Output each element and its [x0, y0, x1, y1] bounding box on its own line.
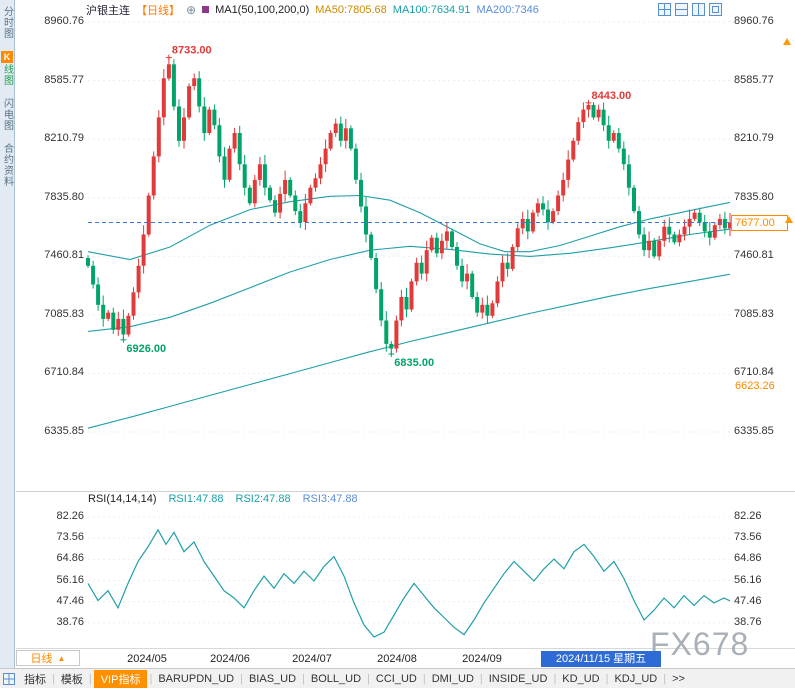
- tab-contract-info[interactable]: 合约资料: [0, 143, 15, 187]
- rsi-settings[interactable]: RSI(14,14,14): [88, 493, 157, 505]
- time-axis-label: 2024/06: [210, 653, 250, 665]
- toolbar-item-bias[interactable]: BIAS_UD: [248, 672, 297, 685]
- indicator-toolbar: 指标 | 模板 | VIP指标 | BARUPDN_UD | BIAS_UD | BOLL_UD | C…: [0, 668, 795, 688]
- svg-text:6835.00: 6835.00: [394, 357, 434, 369]
- toolbar-separator: |: [479, 672, 483, 685]
- watermark: FX678: [650, 626, 750, 662]
- rsi-chart[interactable]: [16, 506, 795, 648]
- panel-divider[interactable]: [16, 491, 795, 492]
- ma200-value: MA200:7346: [476, 3, 539, 16]
- toolbar-item-more[interactable]: >>: [672, 672, 685, 685]
- toolbar-item-kdj[interactable]: KDJ_UD: [614, 672, 658, 685]
- time-axis-label: 2024/07: [292, 653, 332, 665]
- current-price-tag: 7677.00: [731, 214, 788, 231]
- ma50-value: MA50:7805.68: [315, 3, 387, 16]
- rsi3-value: RSI3:47.88: [302, 493, 358, 505]
- ma100-value: MA100:7634.91: [392, 3, 471, 16]
- layout-grid-icon[interactable]: [3, 672, 15, 685]
- toolbar-item-boll[interactable]: BOLL_UD: [310, 672, 362, 685]
- chevron-up-icon: ▲: [57, 653, 66, 663]
- toolbar-separator: |: [605, 672, 609, 685]
- split-vertical-icon[interactable]: [692, 3, 705, 16]
- svg-text:6926.00: 6926.00: [126, 343, 166, 355]
- toolbar-separator: |: [88, 672, 92, 685]
- rsi2-value: RSI2:47.88: [235, 493, 291, 505]
- rsi-gridlines: [88, 516, 730, 624]
- toolbar-separator: |: [302, 672, 305, 685]
- layout-controls: [658, 3, 722, 16]
- toolbar-item-indicators[interactable]: 指标: [24, 673, 46, 686]
- toolbar-separator: |: [663, 672, 667, 685]
- toolbar-item-templates[interactable]: 模板: [60, 673, 83, 686]
- ma-icon: [202, 6, 210, 13]
- tab-minute-chart-label: 分时图: [1, 6, 13, 39]
- period-selector[interactable]: 日线 ▲: [16, 650, 80, 666]
- toolbar-item-kd[interactable]: KD_UD: [562, 672, 600, 685]
- period-tag[interactable]: 【日线】: [136, 4, 180, 17]
- split-horizontal-icon[interactable]: [675, 3, 688, 16]
- toolbar-item-vip-indicators[interactable]: VIP指标: [93, 669, 148, 688]
- tab-flash-chart[interactable]: 闪电图: [0, 98, 15, 131]
- grid-2x2-icon[interactable]: [658, 3, 671, 16]
- ma-lines: [87, 194, 731, 429]
- toolbar-separator: |: [52, 672, 55, 685]
- ma-settings[interactable]: MA1(50,100,200,0): [215, 3, 310, 16]
- time-axis[interactable]: 2024/05 2024/06 2024/07 2024/08 2024/09 2024/…: [16, 648, 795, 668]
- rsi1-value: RSI1:47.88: [168, 493, 224, 505]
- rsi-line: [87, 528, 731, 638]
- tab-kline-chart[interactable]: K 线图: [0, 51, 15, 86]
- tab-kline-chart-label: 线图: [1, 64, 13, 86]
- toolbar-separator: |: [422, 672, 426, 685]
- toolbar-item-cci[interactable]: CCI_UD: [375, 672, 417, 685]
- time-axis-label: 2024/05: [127, 653, 167, 665]
- main-gridlines: [88, 21, 730, 433]
- add-indicator-icon[interactable]: ⊕: [186, 2, 197, 17]
- price-pointer-arrow[interactable]: [785, 216, 793, 223]
- candles: [86, 57, 732, 354]
- left-tab-bar: 分时图 K 线图 闪电图 合约资料: [0, 0, 15, 668]
- chart-header: 沪银主连 【日线】 ⊕ MA1(50,100,200,0) MA50:7805.…: [86, 2, 539, 17]
- settlement-price-label: 6623.26: [735, 380, 775, 393]
- k-badge: K: [1, 51, 13, 63]
- toolbar-separator: |: [367, 672, 370, 685]
- toolbar-separator: |: [553, 672, 557, 685]
- current-date-highlight: 2024/11/15 星期五: [541, 651, 661, 667]
- single-pane-icon[interactable]: [709, 3, 722, 16]
- svg-text:8733.00: 8733.00: [172, 45, 212, 57]
- tab-contract-info-label: 合约资料: [1, 143, 13, 187]
- time-axis-label: 2024/08: [377, 653, 417, 665]
- jump-latest-arrow[interactable]: [783, 38, 791, 45]
- toolbar-separator: |: [149, 672, 153, 685]
- tab-minute-chart[interactable]: 分时图: [0, 6, 15, 39]
- toolbar-item-barupdn[interactable]: BARUPDN_UD: [158, 672, 235, 685]
- svg-text:8443.00: 8443.00: [592, 90, 632, 102]
- toolbar-separator: |: [240, 672, 243, 685]
- price-annotations: 8733.00 8443.00 6926.00 6835.00: [120, 45, 631, 369]
- toolbar-items: 指标 | 模板 | VIP指标 | BARUPDN_UD | BIAS_UD | BOLL_UD | C…: [18, 669, 691, 688]
- tab-flash-chart-label: 闪电图: [1, 98, 13, 131]
- toolbar-item-dmi[interactable]: DMI_UD: [431, 672, 474, 685]
- toolbar-item-inside[interactable]: INSIDE_UD: [488, 672, 548, 685]
- rsi-header: RSI(14,14,14) RSI1:47.88 RSI2:47.88 RSI3…: [88, 493, 358, 505]
- time-axis-label: 2024/09: [462, 653, 502, 665]
- symbol-title: 沪银主连: [86, 4, 130, 17]
- period-selector-label: 日线: [30, 653, 53, 665]
- main-candlestick-chart[interactable]: 8733.00 8443.00 6926.00 6835.00: [16, 18, 795, 491]
